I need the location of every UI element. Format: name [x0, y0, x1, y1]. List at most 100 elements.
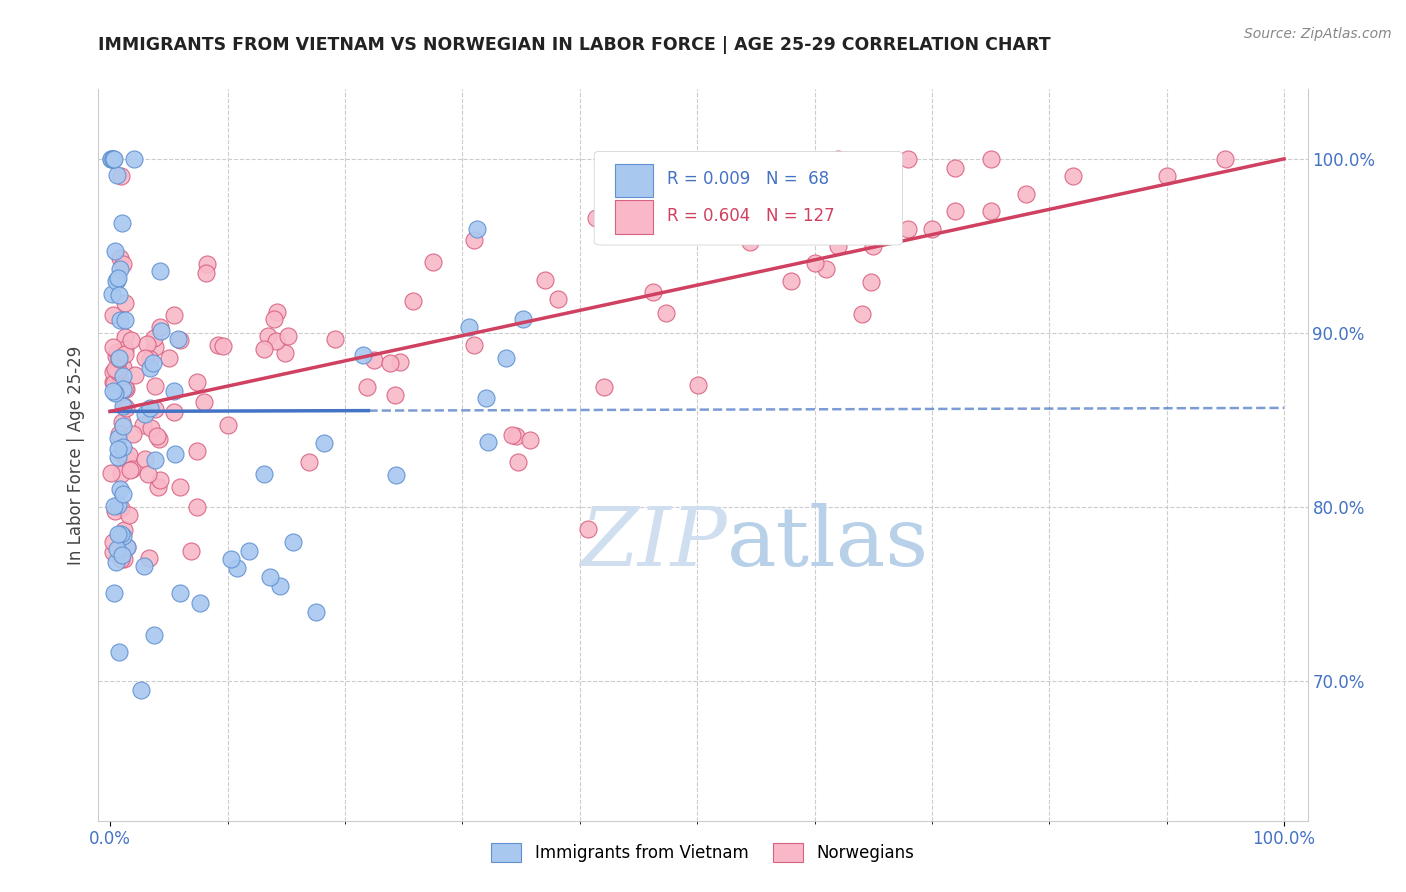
Point [101, 375, 124, 389]
Point [110, 169, 132, 183]
Text: IMMIGRANTS FROM VIETNAM VS NORWEGIAN IN LABOR FORCE | AGE 25-29 CORRELATION CHAR: IMMIGRANTS FROM VIETNAM VS NORWEGIAN IN … [98, 36, 1052, 54]
Text: R = 0.604   N = 127: R = 0.604 N = 127 [666, 207, 834, 225]
Point [105, 168, 128, 182]
Point [980, 152, 1002, 166]
Point [129, 683, 152, 698]
Point [576, 523, 599, 537]
Point [380, 356, 402, 370]
Point [363, 352, 385, 367]
Bar [614, 164, 654, 197]
Point [277, 329, 299, 343]
Point [136, 467, 159, 481]
Point [120, 333, 142, 347]
Point [105, 273, 128, 287]
Point [519, 434, 541, 448]
Point [402, 294, 425, 309]
Point [138, 401, 160, 415]
Point [980, 204, 1002, 219]
Point [149, 263, 172, 277]
Point [110, 373, 132, 387]
Point [142, 331, 165, 345]
Point [1215, 152, 1237, 166]
Point [104, 244, 127, 258]
Point [124, 368, 146, 382]
Point [186, 500, 208, 515]
Point [101, 286, 124, 301]
Point [107, 527, 129, 541]
Point [463, 233, 485, 247]
Point [859, 275, 882, 289]
Text: atlas: atlas [727, 503, 929, 582]
Point [533, 273, 555, 287]
Point [110, 467, 132, 481]
Point [105, 274, 128, 288]
Point [103, 535, 125, 549]
Text: ZIP: ZIP [581, 503, 727, 582]
Point [134, 351, 156, 366]
Point [593, 380, 616, 394]
Point [162, 384, 184, 398]
Point [136, 336, 159, 351]
Point [259, 570, 281, 584]
Point [463, 338, 485, 352]
Point [143, 401, 166, 416]
Point [547, 292, 569, 306]
Point [1015, 186, 1038, 201]
Point [475, 391, 498, 405]
Point [103, 586, 125, 600]
FancyBboxPatch shape [595, 152, 903, 245]
Point [501, 428, 523, 442]
Point [110, 527, 132, 541]
Point [141, 420, 163, 434]
Point [862, 239, 884, 253]
Point [108, 483, 131, 497]
Point [134, 407, 156, 421]
Point [112, 440, 135, 454]
Point [356, 380, 378, 394]
Point [585, 211, 607, 226]
Point [780, 274, 803, 288]
Point [115, 401, 138, 416]
Point [149, 324, 172, 338]
Point [134, 558, 156, 573]
Point [111, 368, 134, 383]
Point [118, 508, 141, 523]
Point [112, 418, 135, 433]
Point [107, 645, 129, 659]
Point [101, 365, 124, 379]
Point [104, 362, 127, 376]
Point [780, 161, 803, 175]
Point [217, 417, 239, 432]
Point [107, 426, 129, 441]
Point [253, 342, 276, 356]
Point [111, 415, 134, 429]
Point [112, 528, 135, 542]
Point [226, 561, 249, 575]
Point [111, 548, 134, 562]
Point [163, 447, 186, 461]
Point [111, 360, 134, 375]
Legend: Immigrants from Vietnam, Norwegians: Immigrants from Vietnam, Norwegians [486, 838, 920, 867]
Point [107, 365, 129, 379]
Point [385, 468, 408, 483]
Point [477, 434, 499, 449]
Point [157, 351, 180, 365]
Point [457, 319, 479, 334]
Point [762, 215, 785, 229]
Point [105, 554, 128, 568]
Point [266, 334, 288, 348]
Point [118, 463, 141, 477]
Point [323, 332, 346, 346]
Point [107, 363, 129, 377]
Point [143, 628, 166, 642]
Point [105, 371, 128, 385]
Point [253, 467, 276, 481]
Point [269, 578, 291, 592]
Point [100, 466, 122, 480]
Point [121, 426, 143, 441]
Point [274, 346, 297, 360]
Point [266, 304, 288, 318]
Point [186, 376, 208, 390]
Point [945, 161, 967, 175]
Point [143, 340, 166, 354]
